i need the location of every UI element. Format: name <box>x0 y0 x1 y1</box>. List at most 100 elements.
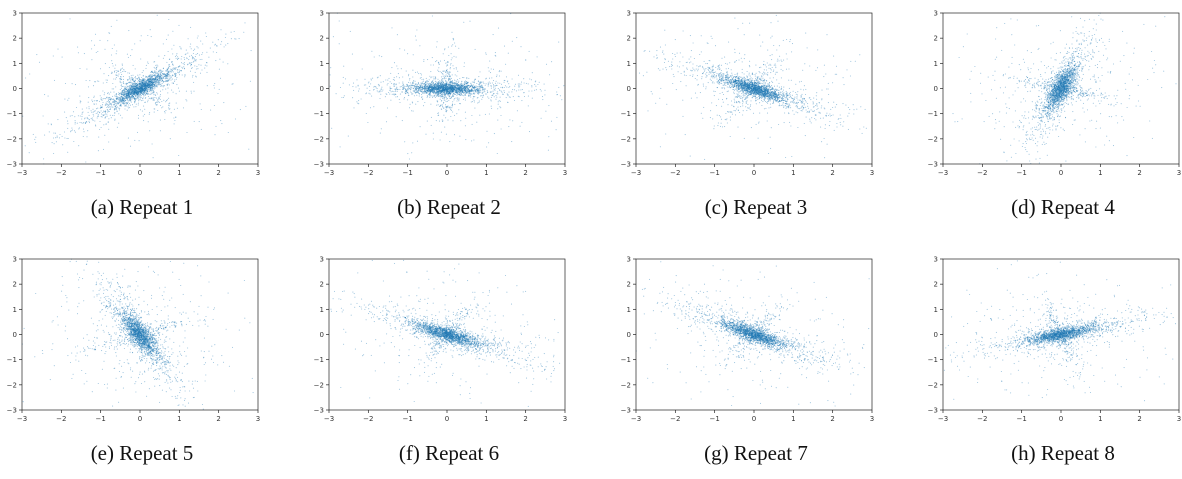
scatter-point <box>168 107 170 109</box>
scatter-point <box>360 98 362 100</box>
scatter-point <box>161 73 164 75</box>
scatter-point <box>119 101 121 103</box>
scatter-point <box>435 78 437 80</box>
scatter-point <box>103 124 105 126</box>
scatter-point <box>331 127 333 129</box>
scatter-point <box>518 89 520 91</box>
scatter-point <box>97 150 99 152</box>
scatter-point <box>121 101 123 103</box>
scatter-point <box>93 103 95 105</box>
scatter-point <box>177 69 179 71</box>
scatter-point <box>120 95 122 97</box>
scatter-point <box>149 130 151 132</box>
scatter-point <box>142 97 144 99</box>
scatter-point <box>495 95 497 97</box>
scatter-point <box>136 86 138 89</box>
scatter-point <box>174 79 176 81</box>
scatter-point <box>151 82 153 84</box>
scatter-point <box>131 98 133 100</box>
scatter-point <box>90 118 92 120</box>
scatter-point <box>444 48 446 50</box>
scatter-point <box>489 91 491 93</box>
scatter-point <box>158 84 160 86</box>
scatter-point <box>150 84 152 86</box>
scatter-point <box>134 92 136 94</box>
scatter-point <box>179 65 181 67</box>
scatter-point <box>512 120 514 122</box>
scatter-point <box>156 76 158 78</box>
scatter-point <box>119 98 121 100</box>
scatter-point <box>154 94 156 96</box>
scatter-point <box>449 97 452 99</box>
scatter-point <box>154 71 156 73</box>
scatter-point <box>127 106 129 108</box>
scatter-point <box>445 133 447 135</box>
scatter-point <box>435 120 437 122</box>
scatter-point <box>192 52 194 55</box>
scatter-point <box>133 89 135 91</box>
scatter-point <box>151 143 153 145</box>
scatter-point <box>118 109 120 111</box>
scatter-point <box>134 100 136 102</box>
scatter-point <box>138 76 140 78</box>
scatter-point <box>137 92 139 94</box>
scatter-point <box>147 83 149 85</box>
scatter-point <box>381 56 383 58</box>
scatter-point <box>157 74 159 76</box>
scatter-point <box>29 73 31 75</box>
scatter-point <box>399 88 401 90</box>
scatter-point <box>139 79 141 81</box>
scatter-point <box>171 89 173 91</box>
scatter-point <box>379 75 381 77</box>
scatter-point <box>520 46 522 48</box>
scatter-point <box>115 69 117 72</box>
scatter-point <box>189 46 191 48</box>
scatter-point <box>85 121 87 123</box>
scatter-point <box>125 71 127 73</box>
scatter-point <box>104 117 107 119</box>
scatter-point <box>136 77 139 80</box>
scatter-point <box>150 81 152 83</box>
scatter-point <box>445 82 447 85</box>
scatter-point <box>139 86 141 88</box>
scatter-point <box>138 91 140 93</box>
scatter-point <box>98 100 101 102</box>
scatter-point <box>86 107 88 109</box>
scatter-point <box>338 43 340 45</box>
scatter-point <box>117 96 119 98</box>
scatter-point <box>160 76 162 78</box>
scatter-point <box>175 93 177 95</box>
scatter-point <box>130 93 132 95</box>
scatter-point <box>457 88 459 90</box>
scatter-point <box>382 81 384 83</box>
scatter-point <box>370 83 372 85</box>
scatter-point <box>150 83 152 85</box>
scatter-point <box>159 77 162 79</box>
scatter-point <box>169 102 171 104</box>
scatter-point <box>124 93 126 95</box>
scatter-point <box>152 89 154 92</box>
scatter-point <box>148 90 150 93</box>
scatter-point <box>137 92 139 94</box>
scatter-point <box>157 82 159 84</box>
scatter-point <box>409 103 411 105</box>
scatter-point <box>48 131 50 133</box>
scatter-point <box>174 80 176 82</box>
scatter-point <box>500 70 502 72</box>
scatter-point <box>151 74 153 76</box>
scatter-point <box>444 84 446 86</box>
scatter-point <box>94 33 97 35</box>
scatter-point <box>213 87 215 89</box>
scatter-point <box>56 135 58 137</box>
scatter-point <box>149 83 151 85</box>
scatter-point <box>106 96 108 98</box>
scatter-point <box>140 92 142 95</box>
scatter-point <box>457 97 459 99</box>
scatter-point <box>144 84 147 86</box>
scatter-point <box>168 65 170 67</box>
scatter-point <box>377 83 379 85</box>
scatter-point <box>106 103 108 105</box>
scatter-point <box>205 62 208 64</box>
scatter-point <box>131 87 133 89</box>
scatter-point <box>471 140 473 142</box>
